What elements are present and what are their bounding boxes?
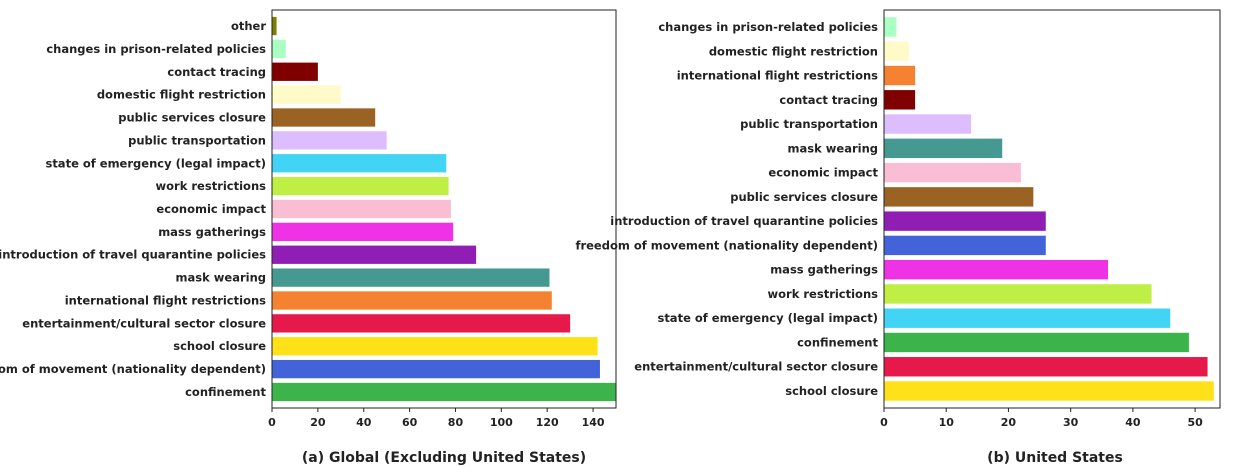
x-tick-label: 20 — [1001, 416, 1017, 429]
bar-us-12 — [884, 308, 1171, 328]
x-tick-label: 120 — [536, 416, 559, 429]
category-label: public services closure — [118, 111, 266, 125]
x-tick-label: 100 — [490, 416, 513, 429]
x-tick-label: 60 — [402, 416, 418, 429]
x-tick-label: 20 — [310, 416, 326, 429]
bar-global-14 — [272, 337, 598, 356]
bar-us-0 — [884, 17, 897, 37]
category-label: school closure — [785, 384, 878, 398]
bar-us-3 — [884, 90, 916, 110]
x-tick-label: 0 — [268, 416, 276, 429]
bar-us-6 — [884, 162, 1021, 183]
category-label: introduction of travel quarantine polici… — [610, 214, 878, 228]
panel-caption: (a) Global (Excluding United States) — [302, 450, 586, 466]
axes-frame — [271, 9, 617, 409]
bar-global-8 — [272, 199, 451, 219]
category-label: mass gatherings — [158, 225, 266, 239]
bar-us-10 — [884, 259, 1108, 280]
bar-us-14 — [884, 357, 1208, 377]
bar-global-11 — [272, 268, 550, 287]
category-label: freedom of movement (nationality depende… — [575, 238, 878, 252]
axes-frame — [883, 9, 1221, 409]
category-label: economic impact — [768, 166, 878, 180]
category-label: domestic flight restriction — [97, 88, 266, 102]
category-label: entertainment/cultural sector closure — [634, 360, 878, 374]
bar-global-7 — [272, 176, 449, 196]
panel-united-states: changes in prison-related policies domest… — [575, 9, 1221, 466]
bar-global-9 — [272, 222, 454, 242]
x-tick-label: 0 — [880, 416, 888, 429]
bar-global-2 — [272, 62, 318, 81]
category-label: mass gatherings — [770, 263, 878, 277]
bar-global-5 — [272, 131, 387, 150]
category-label: public services closure — [730, 190, 878, 204]
bar-global-16 — [272, 382, 616, 402]
bar-us-4 — [884, 114, 972, 134]
category-label: changes in prison-related policies — [658, 20, 878, 34]
category-label: work restrictions — [768, 287, 879, 301]
x-tick-label: 10 — [939, 416, 955, 429]
category-label: international flight restrictions — [65, 293, 266, 307]
bar-global-13 — [272, 314, 571, 333]
category-label: economic impact — [156, 202, 266, 216]
category-label: public transportation — [128, 133, 266, 147]
category-label: freedom of movement (nationality depende… — [0, 362, 266, 376]
bar-us-11 — [884, 284, 1152, 304]
category-label: entertainment/cultural sector closure — [22, 316, 266, 330]
category-label: other — [231, 19, 266, 33]
category-label: mask wearing — [788, 141, 878, 155]
category-label: confinement — [185, 385, 266, 399]
bar-global-12 — [272, 291, 552, 310]
category-label: confinement — [797, 335, 878, 349]
bar-global-10 — [272, 245, 477, 264]
bar-us-2 — [884, 65, 916, 86]
category-label: state of emergency (legal impact) — [657, 311, 878, 325]
bar-global-4 — [272, 108, 376, 127]
x-tick-label: 140 — [582, 416, 605, 429]
x-tick-label: 40 — [1125, 416, 1141, 429]
bar-us-9 — [884, 235, 1046, 256]
x-tick-label: 50 — [1187, 416, 1203, 429]
bar-us-1 — [884, 41, 909, 61]
category-label: public transportation — [740, 117, 878, 131]
x-tick-label: 40 — [356, 416, 372, 429]
category-label: introduction of travel quarantine polici… — [0, 248, 266, 262]
bar-us-15 — [884, 381, 1214, 401]
category-label: school closure — [173, 339, 266, 353]
panel-global: other changes in prison-related policies c… — [0, 9, 617, 466]
bar-global-3 — [272, 85, 341, 104]
category-label: state of emergency (legal impact) — [45, 156, 266, 170]
category-label: contact tracing — [167, 65, 266, 79]
x-tick-label: 80 — [448, 416, 464, 429]
bar-us-8 — [884, 211, 1046, 231]
category-label: changes in prison-related policies — [46, 42, 266, 56]
category-label: domestic flight restriction — [709, 44, 878, 58]
panel-caption: (b) United States — [987, 450, 1123, 466]
category-label: contact tracing — [779, 93, 878, 107]
category-label: mask wearing — [176, 271, 266, 285]
bar-us-5 — [884, 138, 1003, 159]
category-label: work restrictions — [156, 179, 267, 193]
bar-global-0 — [272, 16, 277, 36]
bar-global-15 — [272, 359, 600, 379]
bar-global-6 — [272, 154, 447, 173]
bar-us-13 — [884, 332, 1189, 353]
bar-us-7 — [884, 187, 1034, 207]
category-label: international flight restrictions — [677, 69, 878, 83]
x-tick-label: 30 — [1063, 416, 1079, 429]
bar-global-1 — [272, 39, 286, 59]
